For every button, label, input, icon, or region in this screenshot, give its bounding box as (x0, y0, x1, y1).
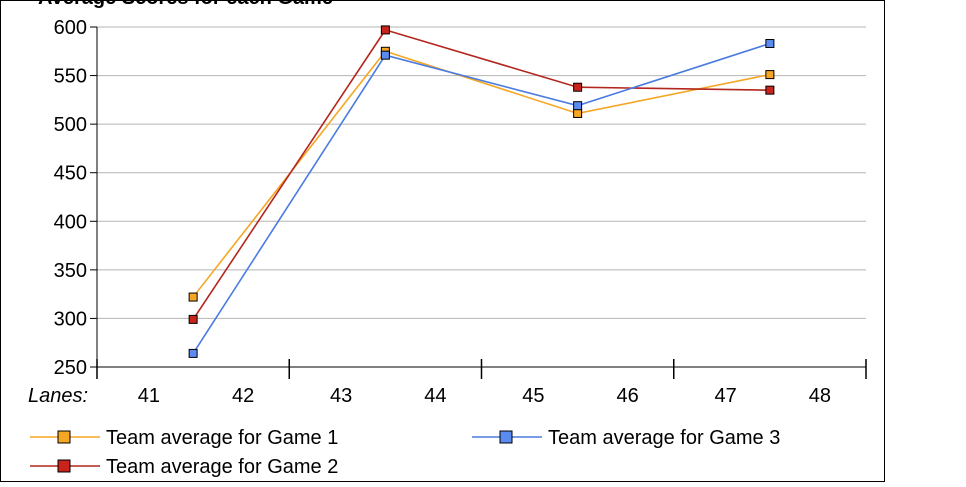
data-point (573, 101, 583, 111)
lane-label: 42 (232, 385, 254, 407)
data-point (573, 108, 583, 118)
y-tick-label: 400 (54, 211, 87, 233)
series-line-game-2 (192, 28, 770, 320)
y-tick-label: 550 (54, 66, 87, 88)
chart-border (0, 0, 885, 482)
data-point (765, 39, 775, 49)
series-group (188, 25, 775, 358)
data-point (188, 348, 198, 358)
x-axis: Lanes: 41 42 43 44 45 46 47 48 (28, 359, 867, 407)
lane-label: 43 (330, 385, 352, 407)
y-tick-label: 300 (54, 308, 87, 330)
y-tick-label: 250 (54, 357, 87, 379)
legend-swatch-marker (57, 459, 71, 473)
data-point (573, 82, 583, 92)
chart-title-cut: Average Scores for each Game (38, 0, 333, 9)
series-line-game-3 (192, 42, 771, 354)
lane-label: 41 (138, 385, 160, 407)
data-point (765, 85, 775, 95)
legend-label: Team average for Game 1 (106, 427, 338, 449)
data-point (188, 292, 198, 302)
lane-label: 47 (715, 385, 737, 407)
lane-label: 44 (424, 385, 446, 407)
legend-swatch-marker (57, 430, 71, 444)
data-point (765, 70, 775, 80)
lane-label: 48 (809, 385, 831, 407)
legend-label: Team average for Game 2 (106, 456, 338, 478)
data-point (188, 314, 198, 324)
lane-label: 45 (522, 385, 544, 407)
legend-swatch-marker (499, 430, 513, 444)
legend: Team average for Game 1 Team average for … (30, 427, 780, 478)
data-point (380, 25, 390, 35)
lane-label: 46 (616, 385, 638, 407)
y-tick-label: 350 (54, 260, 87, 282)
y-tick-label: 600 (54, 17, 87, 39)
data-point (380, 50, 390, 60)
x-prefix-label: Lanes: (28, 385, 88, 407)
y-tick-label: 500 (54, 114, 87, 136)
y-axis: 250 300 350 400 450 500 550 600 (54, 17, 98, 379)
legend-label: Team average for Game 3 (548, 427, 780, 449)
y-tick-label: 450 (54, 163, 87, 185)
